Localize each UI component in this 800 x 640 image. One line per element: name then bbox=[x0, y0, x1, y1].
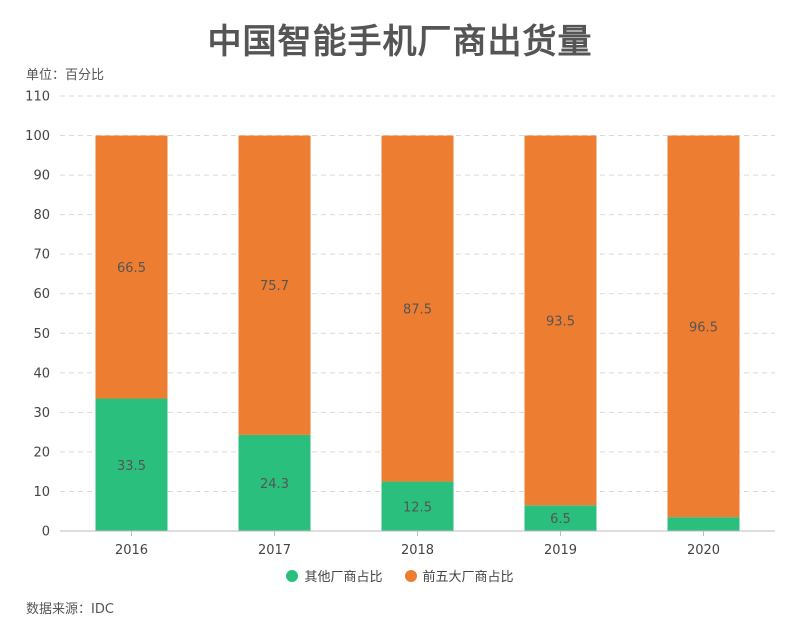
y-tick-label-0: 0 bbox=[42, 525, 50, 540]
y-tick-label-20: 20 bbox=[33, 445, 50, 460]
x-tick-label-2019: 2019 bbox=[544, 543, 577, 558]
x-tick-label-2018: 2018 bbox=[401, 543, 434, 558]
data-label-2019-series-0: 6.5 bbox=[550, 512, 571, 527]
chart-title: 中国智能手机厂商出货量 bbox=[207, 22, 593, 62]
bar-2018-series-1 bbox=[381, 135, 454, 482]
legend-label-top5: 前五大厂商占比 bbox=[422, 570, 514, 585]
y-tick-label-110: 110 bbox=[25, 90, 50, 105]
y-tick-label-70: 70 bbox=[33, 248, 50, 263]
bar-2016-series-1 bbox=[95, 135, 168, 399]
data-source-note: 数据来源：IDC bbox=[26, 602, 114, 617]
y-tick-label-100: 100 bbox=[25, 129, 50, 144]
bar-2017-series-1 bbox=[238, 135, 311, 435]
bar-2017-series-0 bbox=[238, 434, 311, 531]
y-tick-label-30: 30 bbox=[33, 406, 50, 421]
data-label-2017-series-1: 75.7 bbox=[260, 279, 289, 294]
bars bbox=[95, 135, 740, 531]
legend-label-others: 其他厂商占比 bbox=[304, 570, 383, 585]
bar-2019-series-0 bbox=[524, 505, 597, 531]
y-tick-label-60: 60 bbox=[33, 287, 50, 302]
data-label-2018-series-1: 87.5 bbox=[403, 303, 432, 318]
x-tick-label-2016: 2016 bbox=[115, 543, 148, 558]
y-tick-label-90: 90 bbox=[33, 169, 50, 184]
x-tick-label-2017: 2017 bbox=[258, 543, 291, 558]
x-axis-ticks: 2016 2017 2018 2019 2020 bbox=[115, 531, 720, 558]
gridlines bbox=[60, 95, 775, 492]
y-tick-label-80: 80 bbox=[33, 208, 50, 223]
data-label-2020-series-1: 96.5 bbox=[689, 320, 718, 335]
bar-2016-series-0 bbox=[95, 398, 168, 531]
legend-item-top5[interactable]: 前五大厂商占比 bbox=[404, 566, 514, 585]
legend-marker-top5 bbox=[404, 569, 417, 582]
x-tick-label-2020: 2020 bbox=[687, 543, 720, 558]
y-tick-label-10: 10 bbox=[33, 485, 50, 500]
data-label-2016-series-1: 66.5 bbox=[117, 261, 146, 276]
data-label-2018-series-0: 12.5 bbox=[403, 500, 432, 515]
bar-2018-series-0 bbox=[381, 481, 454, 531]
legend-item-others[interactable]: 其他厂商占比 bbox=[286, 566, 383, 585]
bar-2020-series-0 bbox=[667, 517, 740, 531]
legend: 其他厂商占比 前五大厂商占比 bbox=[0, 566, 800, 585]
bar-labels: 33.5 66.5 24.3 75.7 12.5 87.5 6.5 93.5 96.5 bbox=[117, 261, 718, 527]
y-axis-ticks: 0 10 20 30 40 50 60 70 80 90 100 110 bbox=[25, 90, 50, 540]
bar-2019-series-1 bbox=[524, 135, 597, 506]
data-label-2019-series-1: 93.5 bbox=[546, 314, 575, 329]
legend-marker-others bbox=[286, 569, 299, 582]
data-label-2016-series-0: 33.5 bbox=[117, 459, 146, 474]
data-label-2017-series-0: 24.3 bbox=[260, 477, 289, 492]
y-tick-label-40: 40 bbox=[33, 366, 50, 381]
bar-2020-series-1 bbox=[667, 135, 740, 518]
y-axis-unit-label: 单位：百分比 bbox=[26, 68, 105, 83]
y-tick-label-50: 50 bbox=[33, 327, 50, 342]
